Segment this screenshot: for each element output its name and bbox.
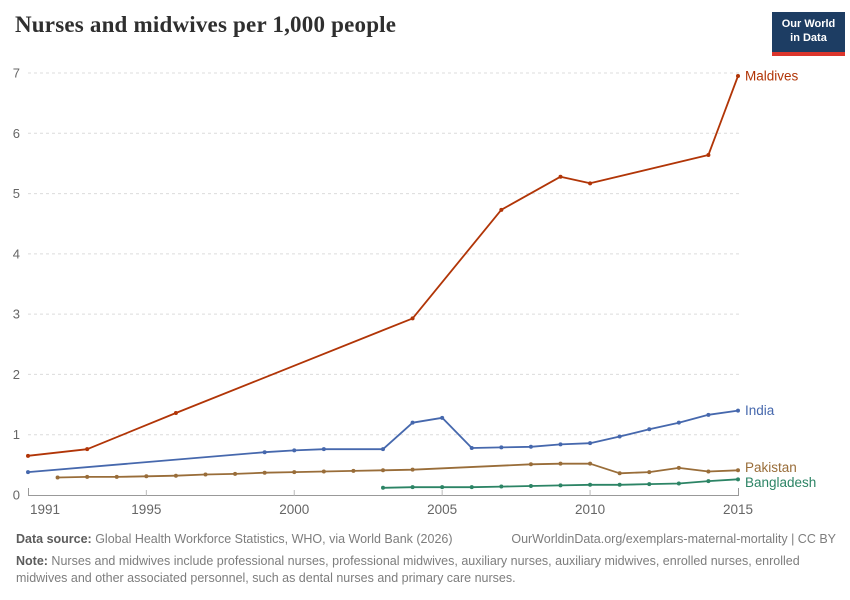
series-point-india-2007 [499,445,504,450]
series-point-india-1991 [26,470,30,475]
data-source-line: Data source: Global Health Workforce Sta… [16,532,453,546]
series-point-india-2005 [440,415,445,420]
series-point-pakistan-2013 [676,465,681,470]
series-point-bangladesh-2014 [706,479,711,484]
license-badge: CC BY [797,532,836,546]
data-source-text: Global Health Workforce Statistics, WHO,… [91,532,453,546]
series-point-pakistan-2002 [351,468,356,473]
series-point-india-2004 [410,420,415,425]
series-point-pakistan-1992 [55,475,60,480]
chart-canvas: 0 1 2 3 4 5 6 7 1991 1995 2000 2005 2010 2015 Maldives… [13,66,817,518]
series-point-bangladesh-2010 [588,482,593,487]
chart-footer: Data source: Global Health Workforce Sta… [16,532,836,586]
series-point-pakistan-1999 [262,470,267,475]
series-line-india [27,409,739,474]
series-point-pakistan-2009 [558,461,563,466]
page-title: Nurses and midwives per 1,000 people [15,12,397,37]
note-text: Nurses and midwives include professional… [16,554,800,585]
owid-logo-line2: in Data [790,32,827,44]
series-point-bangladesh-2013 [676,481,681,486]
y-axis-tick-label-4: 4 [13,246,20,261]
series-label-india[interactable]: India [745,403,775,418]
series-point-bangladesh-2011 [617,482,622,487]
series-point-pakistan-1996 [173,473,178,478]
data-source-label: Data source: [16,532,92,546]
series-point-bangladesh-2007 [499,484,504,489]
series-point-pakistan-2004 [410,467,415,472]
series-point-pakistan-2012 [647,470,652,475]
x-axis-tick-label-1995: 1995 [131,502,161,517]
series-point-bangladesh-2005 [440,485,445,490]
series-point-india-2008 [528,444,533,449]
owid-logo[interactable]: Our World in Data [772,12,845,56]
series-point-bangladesh-2003 [381,485,385,490]
series-point-pakistan-2015 [736,468,740,473]
series-point-bangladesh-2004 [410,485,415,490]
note-line: Note: Nurses and midwives include profes… [16,553,836,586]
series-point-maldives-1993 [85,447,90,452]
series-point-pakistan-2010 [588,461,593,466]
series-point-india-2013 [676,420,681,425]
series-point-india-2015 [736,408,740,413]
series-point-pakistan-1993 [85,474,90,479]
series-point-india-1999 [262,450,267,455]
series-point-bangladesh-2006 [469,485,474,490]
series-point-maldives-2009 [558,174,563,179]
series-point-india-2011 [617,434,622,439]
series-point-pakistan-2008 [528,462,533,467]
x-axis-tick-label-2015: 2015 [723,502,753,517]
series-point-india-2003 [381,447,385,452]
series-label-bangladesh[interactable]: Bangladesh [745,475,816,490]
series-point-pakistan-1997 [203,472,208,477]
series-point-india-2009 [558,442,563,447]
y-axis-tick-label-7: 7 [13,66,20,81]
series-point-maldives-1996 [173,411,178,416]
series-line-pakistan [56,462,739,479]
y-axis-tick-label-6: 6 [13,126,20,141]
series-label-maldives[interactable]: Maldives [745,69,799,84]
series-point-maldives-2007 [499,207,504,212]
series-point-india-2010 [588,441,593,446]
series-point-pakistan-1995 [144,474,149,479]
owid-url-link[interactable]: OurWorldinData.org/exemplars-maternal-mo… [511,532,788,546]
series-point-maldives-2010 [588,181,593,186]
series-point-india-2000 [292,448,297,453]
x-axis-tick-label-1991: 1991 [30,502,60,517]
series-point-india-2001 [321,447,326,452]
x-axis-tick-label-2000: 2000 [279,502,309,517]
attribution-line: OurWorldinData.org/exemplars-maternal-mo… [511,532,836,546]
series-point-pakistan-1994 [114,474,119,479]
series-point-india-2006 [469,445,474,450]
series-point-bangladesh-2008 [528,483,533,488]
series-point-maldives-2004 [410,316,415,321]
series-point-maldives-1991 [26,453,30,458]
owid-logo-line1: Our World [781,18,836,31]
y-axis-tick-label-2: 2 [13,367,20,382]
y-axis-tick-label-0: 0 [13,488,20,503]
y-axis-tick-label-3: 3 [13,307,20,322]
license-separator: | [787,532,798,546]
y-axis-tick-label-5: 5 [13,186,20,201]
series-point-pakistan-2001 [321,469,326,474]
series-label-pakistan[interactable]: Pakistan [745,460,797,475]
x-axis-tick-label-2010: 2010 [575,502,605,517]
series-point-maldives-2015 [736,74,740,79]
note-label: Note: [16,554,48,568]
series-point-pakistan-2003 [381,468,385,473]
series-point-bangladesh-2015 [736,477,740,482]
series-point-pakistan-1998 [233,471,238,476]
series-point-pakistan-2000 [292,470,297,475]
series-point-bangladesh-2009 [558,483,563,488]
series-point-maldives-2014 [706,152,711,157]
y-axis-tick-label-1: 1 [13,427,20,442]
series-point-pakistan-2014 [706,469,711,474]
series-point-india-2012 [647,427,652,432]
series-point-india-2014 [706,412,711,417]
x-axis-tick-label-2005: 2005 [427,502,457,517]
series-point-bangladesh-2012 [647,482,652,487]
series-point-pakistan-2011 [617,471,622,476]
